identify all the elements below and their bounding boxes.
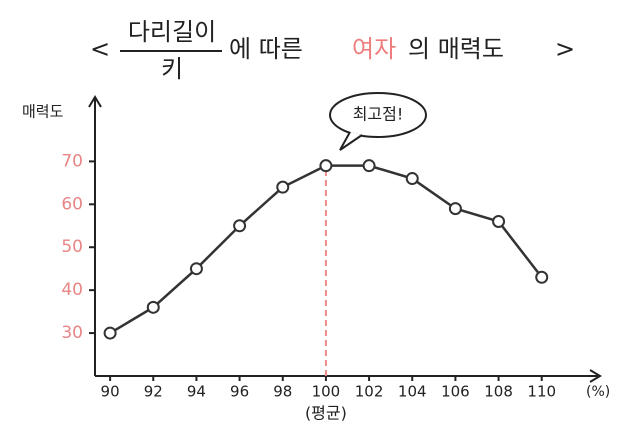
point xyxy=(233,219,247,233)
x-tick-label: 98 xyxy=(273,383,292,401)
title-denominator: 키 xyxy=(161,55,183,83)
y-tick-label: 30 xyxy=(61,323,83,343)
point xyxy=(319,159,333,173)
x-tick-label: 96 xyxy=(230,383,249,401)
title-part1: 에 따른 xyxy=(229,35,303,63)
point xyxy=(276,180,290,194)
x-axis xyxy=(95,369,602,383)
x-tick-label: 100 xyxy=(312,383,341,401)
x-tick-label: 108 xyxy=(484,383,513,401)
point xyxy=(146,300,160,314)
y-axis-label: 매력도 xyxy=(22,103,64,121)
annotation: 최고점! xyxy=(353,105,404,124)
point xyxy=(103,326,117,340)
title-highlight: 여자 xyxy=(352,35,396,63)
average-label: (평균) xyxy=(305,404,347,423)
point xyxy=(362,159,376,173)
title-part2: 의 매력도 xyxy=(408,35,504,63)
point xyxy=(405,172,419,186)
point xyxy=(448,202,462,216)
x-tick-label: 104 xyxy=(398,383,427,401)
y-tick-label: 50 xyxy=(61,237,83,257)
y-tick-label: 40 xyxy=(61,280,83,300)
bubble-tail xyxy=(339,131,363,151)
title-numerator: 다리길이 xyxy=(128,18,216,46)
x-tick-label: 106 xyxy=(441,383,470,401)
x-tick-label: 90 xyxy=(101,383,120,401)
point xyxy=(492,214,506,228)
x-tick-label: 92 xyxy=(144,383,163,401)
x-tick-label: 94 xyxy=(187,383,206,401)
x-tick-label: 110 xyxy=(527,383,556,401)
x-tick-label: 102 xyxy=(355,383,384,401)
title-close: > xyxy=(555,35,575,63)
y-tick-label: 70 xyxy=(61,151,83,171)
point xyxy=(535,270,549,284)
title-open: < xyxy=(90,35,110,63)
annotation-bubble xyxy=(329,92,427,138)
x-unit: (%) xyxy=(586,384,610,400)
y-tick-label: 60 xyxy=(61,194,83,214)
y-axis xyxy=(88,95,102,376)
point xyxy=(189,262,203,276)
